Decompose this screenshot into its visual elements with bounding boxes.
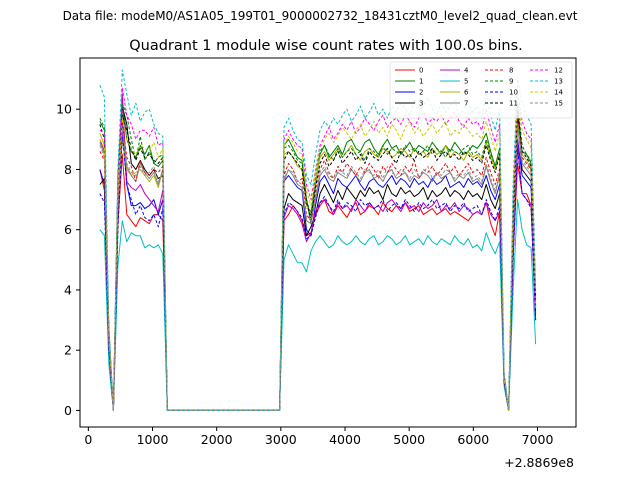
series-line-3: [99, 105, 537, 411]
y-tick-label: 6: [64, 222, 72, 237]
legend-label: 9: [509, 78, 513, 86]
legend-label: 1: [419, 78, 423, 86]
legend-box: [389, 61, 573, 119]
x-tick-label: 7000: [522, 432, 554, 447]
x-tick-label: 3000: [265, 432, 297, 447]
x-offset-label: +2.8869e8: [504, 455, 574, 470]
chart-title: Quadrant 1 module wise count rates with …: [129, 38, 523, 54]
legend-label: 12: [554, 67, 563, 75]
x-tick-label: 5000: [393, 432, 425, 447]
series-line-13: [99, 69, 537, 411]
plot-frame: [79, 57, 577, 428]
x-tick-label: 2000: [201, 432, 233, 447]
suptitle: Data file: modeM0/AS1A05_199T01_90000027…: [63, 9, 578, 23]
plot-lines: [99, 69, 537, 411]
series-line-14: [99, 96, 537, 411]
legend-label: 15: [554, 100, 563, 108]
legend-label: 2: [419, 89, 423, 97]
y-tick-label: 10: [56, 102, 72, 117]
legend-label: 11: [509, 100, 518, 108]
y-tick-label: 4: [64, 282, 72, 297]
x-tick-label: 1000: [137, 432, 169, 447]
series-line-12: [99, 87, 537, 411]
x-axis: 0 1000 2000 3000 4000 5000 6000 7000: [84, 427, 553, 447]
legend-label: 5: [464, 78, 468, 86]
legend-label: 14: [554, 89, 563, 97]
y-tick-label: 0: [64, 403, 72, 418]
legend-label: 8: [509, 67, 513, 75]
y-axis: 0 2 4 6 8 10: [56, 102, 80, 418]
legend-label: 6: [464, 89, 469, 97]
legend-label: 7: [464, 100, 468, 108]
x-tick-label: 4000: [329, 432, 361, 447]
legend-label: 0: [419, 67, 423, 75]
legend-label: 4: [464, 67, 469, 75]
x-tick-label: 0: [84, 432, 92, 447]
legend-label: 3: [419, 100, 423, 108]
x-tick-label: 6000: [457, 432, 489, 447]
y-tick-label: 2: [64, 343, 72, 358]
legend-label: 13: [554, 78, 563, 86]
legend-label: 10: [509, 89, 518, 97]
y-tick-label: 8: [64, 162, 72, 177]
series-line-1: [99, 99, 537, 411]
